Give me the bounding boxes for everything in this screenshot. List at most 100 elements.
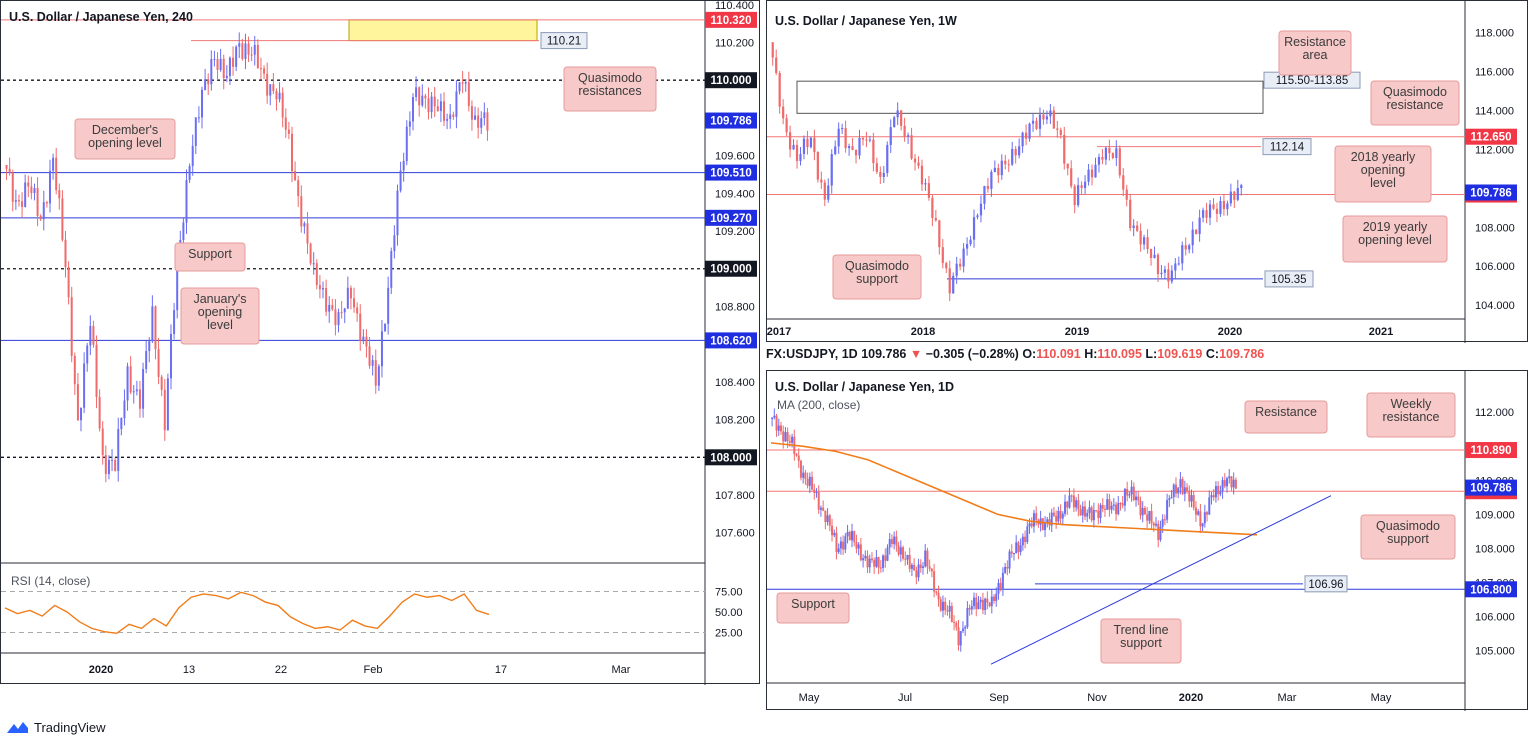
daily-chart-panel[interactable]: 112.000111.000110.000109.000108.000107.0… (766, 370, 1528, 711)
d1-candle (1112, 504, 1115, 506)
d1-candle (961, 628, 964, 632)
d1-candle (997, 583, 1000, 594)
d1-candle (828, 515, 831, 526)
d1-candle (797, 455, 800, 461)
h4-candle (24, 182, 27, 207)
d1-candle (1141, 508, 1144, 516)
w1-candle (771, 42, 774, 58)
w1-candle (875, 163, 878, 172)
h4-candle (114, 459, 117, 471)
h4-candle (45, 202, 48, 204)
d1-y-tick-label: 108.000 (1475, 543, 1515, 555)
h4-price-tag-label: 110.320 (711, 15, 752, 27)
h4-annotation-text: opening (198, 305, 243, 319)
h4-candle (8, 168, 11, 173)
h4-annotation-text: January's (193, 292, 246, 306)
w1-candle (1184, 245, 1187, 250)
w1-candle (986, 186, 990, 189)
d1-candle (1030, 523, 1033, 527)
weekly-chart-panel[interactable]: 118.000116.000114.000112.000110.000108.0… (766, 0, 1528, 343)
d1-candle (884, 555, 887, 561)
w1-annotation-text: support (856, 272, 898, 286)
h4-candle (142, 369, 145, 409)
w1-candle (1045, 116, 1049, 120)
d1-candle (1092, 510, 1095, 521)
d1-candle (1048, 519, 1051, 526)
w1-candle (1063, 134, 1066, 164)
w1-candle (1004, 160, 1007, 165)
w1-candle (1000, 160, 1003, 176)
w1-candle (1028, 123, 1031, 139)
d1-candle (1015, 542, 1018, 554)
h4-rsi-line (4, 591, 490, 635)
daily-chart-canvas[interactable]: 112.000111.000110.000109.000108.000107.0… (767, 371, 1528, 711)
d1-candle (928, 566, 931, 569)
w1-candle (1038, 114, 1042, 129)
d1-candle (1057, 510, 1060, 522)
w1-candle (906, 135, 910, 137)
w1-annotation-box (1334, 145, 1432, 203)
d1-candle (1132, 486, 1135, 501)
h4-quasimodo-zone (348, 19, 538, 42)
symbol-label: FX:USDJPY, 1D (766, 347, 858, 361)
w1-annotation-text: Quasimodo (845, 259, 909, 273)
open-label: O: (1022, 347, 1037, 361)
h4-candle (64, 239, 67, 268)
d1-candle (864, 555, 867, 559)
h4-candle (287, 129, 290, 134)
h4-candle (176, 257, 179, 311)
h4-candle (477, 115, 480, 128)
last-price: 109.786 (861, 347, 907, 361)
w1-resistance-zone (796, 80, 1264, 114)
h4-candle (421, 95, 424, 106)
h4-chart-canvas[interactable]: 110.400110.200110.000109.800109.600109.4… (1, 1, 761, 685)
h4-candle (427, 98, 430, 113)
h4-candle (123, 400, 126, 419)
w1-candle (1007, 164, 1010, 166)
h4-annotation-text: opening level (88, 136, 162, 150)
d1-candle (1083, 506, 1086, 517)
h4-candle (30, 186, 33, 194)
d1-candle (866, 555, 869, 568)
h4-candle (194, 117, 197, 146)
d1-x-tick-label: Mar (1278, 692, 1297, 704)
d1-candle (1152, 523, 1155, 526)
d1-candle (915, 570, 918, 578)
d1-candle (975, 597, 978, 610)
daily-chart-title: U.S. Dollar / Japanese Yen, 1D (775, 380, 955, 394)
d1-candle (1055, 515, 1058, 522)
w1-candle (1031, 120, 1035, 124)
h4-candle (294, 171, 297, 181)
weekly-chart-canvas[interactable]: 118.000116.000114.000112.000110.000108.0… (767, 1, 1528, 343)
h4-candle (380, 331, 383, 367)
d1-price-tag-label: 106.800 (1470, 584, 1512, 596)
d1-candle (1217, 486, 1220, 495)
w1-candle (1139, 230, 1142, 245)
h4-candle (349, 287, 352, 299)
d1-candle (1148, 511, 1151, 521)
d1-candle (944, 601, 947, 611)
d1-annotation-box (1100, 618, 1182, 664)
w1-candle (886, 144, 889, 173)
h4-annotation-text: December's (92, 123, 158, 137)
d1-candle (1001, 572, 1004, 589)
h4-annotation-box (180, 287, 260, 345)
h4-candle (259, 68, 262, 70)
h4-candle (151, 306, 154, 342)
h4-candle (278, 92, 281, 100)
w1-candle (983, 186, 986, 204)
d1-candle (1143, 508, 1146, 515)
d1-x-tick-label: May (1371, 692, 1392, 704)
d1-candle (1066, 501, 1069, 508)
h4-candle (89, 325, 92, 346)
w1-annotation-text: opening level (1358, 233, 1432, 247)
d1-candle (893, 536, 896, 545)
h4-candle (219, 58, 222, 70)
h4-candle (253, 44, 256, 55)
h4-candle (365, 336, 368, 347)
d1-candle (1174, 484, 1177, 494)
h4-chart-panel[interactable]: 110.400110.200110.000109.800109.600109.4… (0, 0, 761, 685)
tradingview-logo[interactable]: TradingView (4, 719, 106, 735)
d1-candle (988, 602, 991, 607)
w1-candle (910, 135, 913, 159)
